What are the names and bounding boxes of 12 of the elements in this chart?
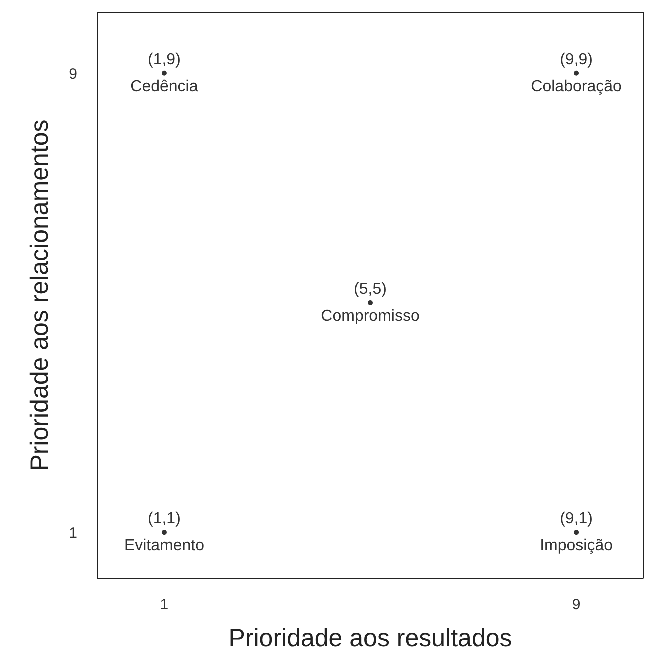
point: [162, 530, 167, 536]
annotation: (5,5) Compromisso: [321, 280, 420, 325]
x-axis-title: Prioridade aos resultados: [228, 624, 512, 652]
annotation: (1,9) Cedência: [130, 51, 198, 96]
annotation: (9,9) Colaboração: [531, 51, 622, 96]
point: [368, 300, 373, 306]
y-axis-title: Prioridade aos relacionamentos: [26, 120, 54, 472]
annotation: (9,1) Imposição: [540, 510, 614, 555]
point: [574, 530, 580, 536]
point: [162, 70, 167, 76]
point: [574, 70, 580, 76]
annotation: (1,1) Evitamento: [124, 510, 205, 555]
